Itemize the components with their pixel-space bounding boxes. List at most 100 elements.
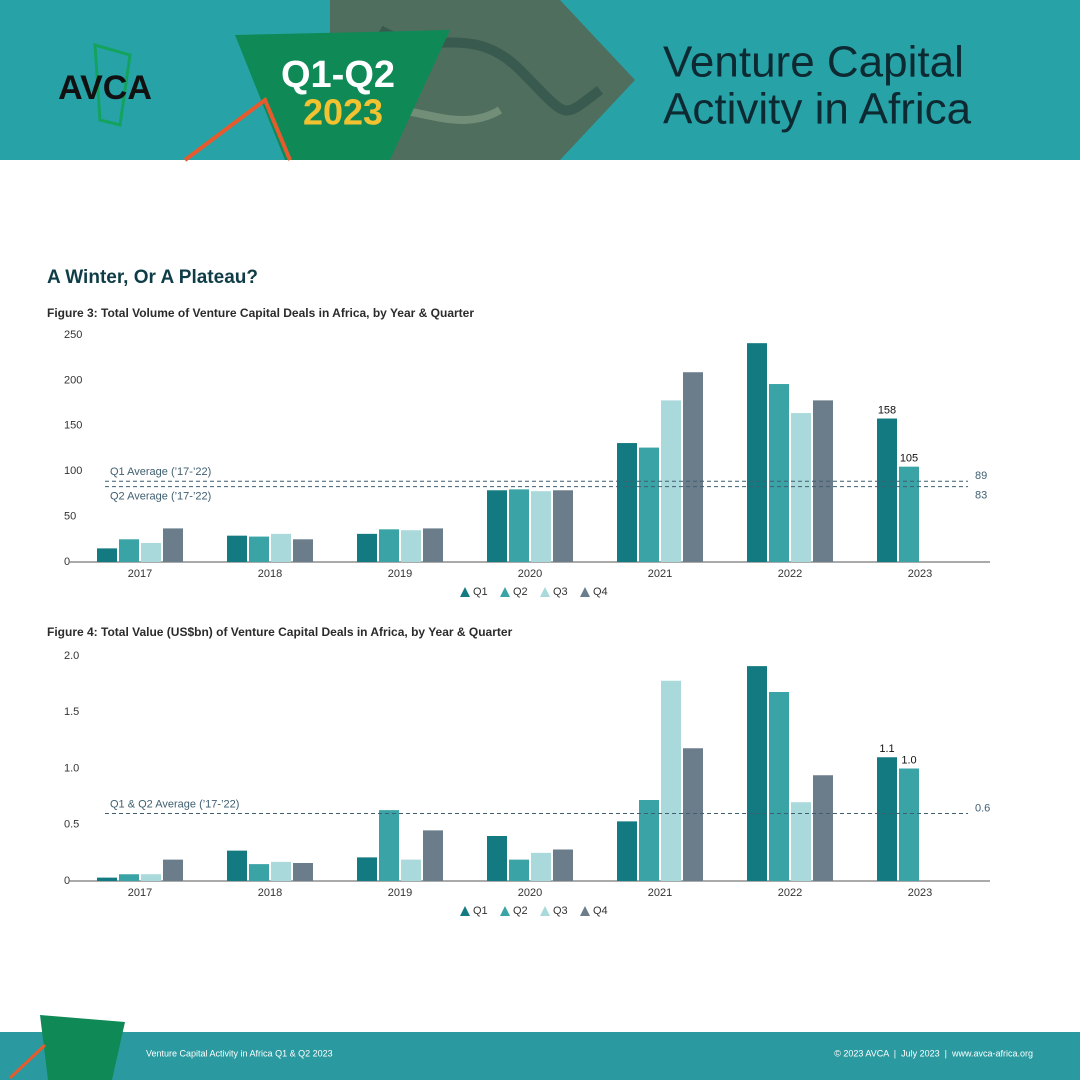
reference-value: 83	[975, 490, 987, 502]
footer-badge	[40, 1015, 125, 1080]
bar	[227, 850, 247, 881]
x-tick-label: 2022	[778, 887, 802, 899]
legend-label: Q2	[513, 586, 528, 598]
bar	[119, 874, 139, 881]
badge	[235, 30, 450, 160]
bar	[617, 821, 637, 881]
legend-marker	[580, 906, 590, 916]
bar	[249, 864, 269, 881]
bar	[357, 533, 377, 562]
bar	[683, 372, 703, 562]
x-tick-label: 2018	[258, 568, 282, 580]
bar	[877, 757, 897, 881]
legend-label: Q1	[473, 905, 488, 917]
x-tick-label: 2020	[518, 568, 542, 580]
legend-label: Q4	[593, 586, 608, 598]
legend-label: Q3	[553, 905, 568, 917]
reference-value: 0.6	[975, 802, 990, 814]
data-label: 105	[900, 453, 918, 465]
bar	[747, 666, 767, 881]
y-tick-label: 50	[64, 511, 76, 523]
bar	[487, 490, 507, 562]
legend-marker	[460, 587, 470, 597]
bar	[747, 343, 767, 562]
bar	[661, 680, 681, 881]
reference-label: Q2 Average (’17-’22)	[110, 491, 211, 503]
y-tick-label: 0.5	[64, 819, 79, 831]
bar	[163, 528, 183, 562]
bar	[271, 533, 291, 562]
x-tick-label: 2022	[778, 568, 802, 580]
bar	[509, 859, 529, 881]
legend-marker	[540, 906, 550, 916]
bar	[661, 400, 681, 562]
bar	[163, 859, 183, 881]
bar	[401, 859, 421, 881]
bar	[899, 466, 919, 562]
data-label: 1.0	[901, 754, 916, 766]
x-tick-label: 2020	[518, 887, 542, 899]
legend-marker	[540, 587, 550, 597]
bar	[877, 418, 897, 562]
bar	[509, 489, 529, 562]
y-tick-label: 1.0	[64, 762, 79, 774]
bar	[119, 539, 139, 562]
bar	[791, 802, 811, 881]
footer-right: © 2023 AVCA | July 2023 | www.avca-afric…	[834, 1048, 1033, 1058]
bar	[639, 800, 659, 881]
x-tick-label: 2017	[128, 887, 152, 899]
data-label: 158	[878, 404, 896, 416]
bar	[357, 857, 377, 881]
bar	[379, 529, 399, 562]
legend-marker	[500, 906, 510, 916]
legend-label: Q2	[513, 905, 528, 917]
reference-label: Q1 Average (’17-’22)	[110, 466, 211, 478]
bar	[769, 384, 789, 562]
bar	[97, 548, 117, 562]
badge-accent	[183, 96, 292, 162]
header-title: Venture Capital	[663, 38, 964, 87]
bar	[617, 443, 637, 562]
x-tick-label: 2021	[648, 887, 672, 899]
bar	[293, 539, 313, 562]
bar	[683, 748, 703, 881]
x-tick-label: 2018	[258, 887, 282, 899]
bar	[141, 542, 161, 562]
y-tick-label: 1.5	[64, 706, 79, 718]
footer-band	[0, 1032, 1080, 1080]
bar	[531, 491, 551, 562]
y-tick-label: 200	[64, 374, 82, 386]
y-tick-label: 250	[64, 329, 82, 341]
x-tick-label: 2021	[648, 568, 672, 580]
bar	[899, 768, 919, 881]
reference-value: 89	[975, 470, 987, 482]
x-tick-label: 2023	[908, 568, 932, 580]
bar	[487, 836, 507, 881]
bar	[553, 490, 573, 562]
bar	[553, 849, 573, 881]
y-tick-label: 150	[64, 420, 82, 432]
legend-marker	[460, 906, 470, 916]
bar	[813, 775, 833, 881]
section-title: A Winter, Or A Plateau?	[47, 267, 258, 288]
bar	[423, 528, 443, 562]
x-tick-label: 2017	[128, 568, 152, 580]
bar	[769, 692, 789, 881]
bar	[639, 447, 659, 562]
figure-title: Figure 3: Total Volume of Venture Capita…	[47, 306, 474, 320]
footer-left: Venture Capital Activity in Africa Q1 & …	[146, 1048, 333, 1058]
header-title: Activity in Africa	[663, 85, 972, 134]
data-label: 1.1	[879, 743, 894, 755]
logo: AVCA	[58, 69, 152, 107]
y-tick-label: 2.0	[64, 650, 79, 662]
bar	[97, 877, 117, 881]
figure-title: Figure 4: Total Value (US$bn) of Venture…	[47, 625, 513, 639]
y-tick-label: 0	[64, 556, 70, 568]
bar	[423, 830, 443, 881]
bar	[227, 535, 247, 562]
bar	[249, 536, 269, 562]
x-tick-label: 2019	[388, 568, 412, 580]
badge-year: 2023	[303, 92, 383, 133]
badge-text: Q1-Q2	[281, 54, 395, 96]
y-tick-label: 0	[64, 875, 70, 887]
